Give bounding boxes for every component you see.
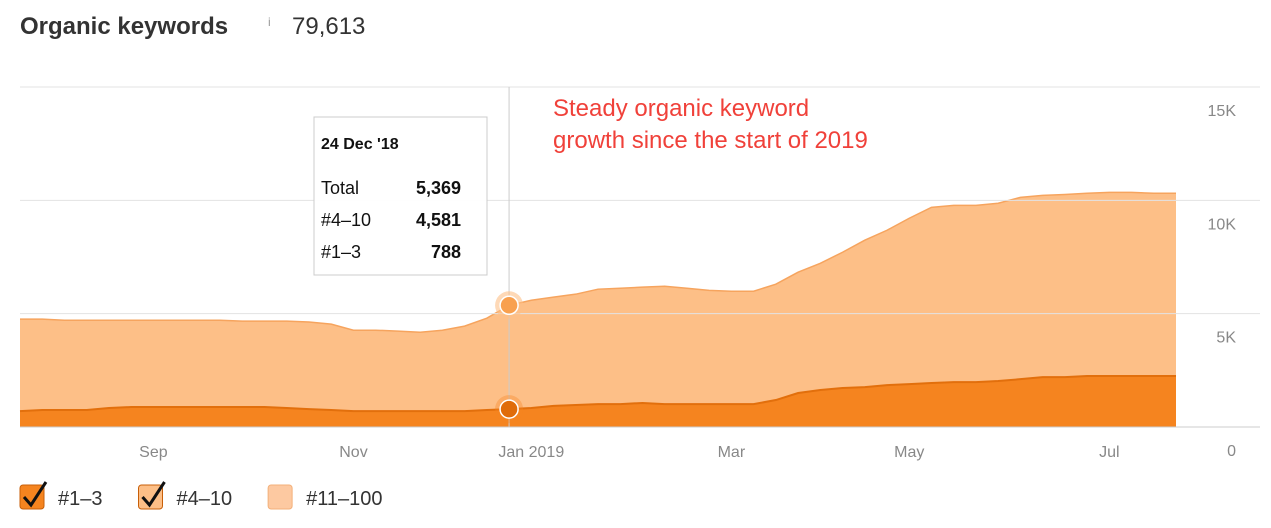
checkmark (22, 481, 48, 508)
info-icon[interactable]: i (268, 15, 271, 29)
y-tick-label: 15K (1208, 103, 1237, 120)
legend-item[interactable]: #4–10 (138, 481, 233, 510)
annotation: Steady organic keyword (553, 95, 809, 122)
legend-checkbox[interactable] (138, 484, 163, 510)
legend-label[interactable]: #4–10 (177, 488, 233, 510)
total-count: 79,613 (292, 13, 365, 40)
tooltip: 24 Dec '18 Total 5,369 #4–10 4,581 #1–3 788 (313, 116, 488, 276)
tooltip-value: 788 (431, 242, 461, 262)
tooltip-date: 24 Dec '18 (321, 136, 399, 153)
y-tick-label: 10K (1208, 216, 1237, 233)
legend-item[interactable]: #11–100 (267, 484, 383, 510)
point-marker (499, 295, 519, 316)
annotation: growth since the start of 2019 (553, 127, 868, 154)
area-edge (19, 375, 1176, 413)
chart-title: Organic keywords (20, 13, 228, 40)
tooltip-value: 4,581 (416, 210, 461, 230)
point-marker (499, 399, 519, 419)
tooltip-value: 5,369 (416, 178, 461, 198)
tooltip-label: Total (321, 178, 359, 198)
tooltip-label: #1–3 (321, 242, 361, 262)
y-tick-label: 5K (1216, 330, 1236, 347)
area (20, 192, 1176, 412)
x-tick-label: Mar (718, 444, 746, 461)
legend-checkbox[interactable] (19, 484, 45, 510)
x-tick-label: Jul (1099, 444, 1119, 461)
legend-checkbox[interactable] (267, 484, 293, 510)
legend-label[interactable]: #11–100 (306, 488, 382, 510)
x-tick-label: Jan 2019 (498, 444, 564, 461)
area-edge (20, 191, 1176, 334)
x-tick-label: Nov (339, 444, 367, 461)
legend-label[interactable]: #1–3 (58, 488, 103, 510)
legend-item[interactable]: #1–3 (19, 481, 103, 510)
checkmark (141, 481, 166, 508)
y-tick-label: 0 (1227, 443, 1236, 460)
x-tick-label: May (894, 444, 924, 461)
x-tick-label: Sep (139, 444, 168, 461)
area (20, 376, 1176, 427)
tooltip-box (313, 116, 488, 276)
tooltip-label: #4–10 (321, 210, 371, 230)
